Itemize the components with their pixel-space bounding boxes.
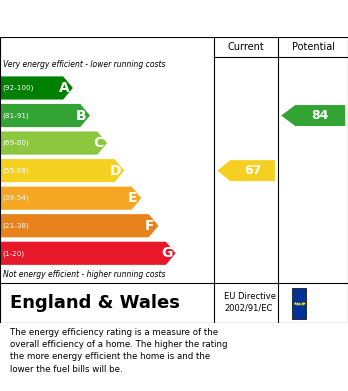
Text: 84: 84: [311, 109, 329, 122]
Text: Energy Efficiency Rating: Energy Efficiency Rating: [60, 9, 288, 27]
Text: (21-38): (21-38): [3, 222, 30, 229]
Polygon shape: [0, 242, 176, 265]
Text: Not energy efficient - higher running costs: Not energy efficient - higher running co…: [3, 270, 165, 279]
Text: (39-54): (39-54): [3, 195, 30, 201]
Text: England & Wales: England & Wales: [10, 294, 180, 312]
Text: C: C: [93, 136, 103, 150]
Polygon shape: [0, 104, 90, 127]
Polygon shape: [0, 131, 107, 155]
Text: (69-80): (69-80): [3, 140, 30, 146]
Text: A: A: [58, 81, 69, 95]
Text: D: D: [110, 164, 121, 178]
Text: E: E: [128, 191, 137, 205]
Polygon shape: [0, 214, 158, 237]
Text: Very energy efficient - lower running costs: Very energy efficient - lower running co…: [3, 60, 165, 69]
Text: The energy efficiency rating is a measure of the
overall efficiency of a home. T: The energy efficiency rating is a measur…: [10, 328, 228, 373]
Polygon shape: [218, 160, 275, 181]
Text: F: F: [145, 219, 154, 233]
Polygon shape: [0, 159, 124, 182]
Polygon shape: [0, 76, 73, 100]
Text: B: B: [76, 109, 86, 122]
Text: (55-68): (55-68): [3, 167, 30, 174]
Text: (92-100): (92-100): [3, 85, 34, 91]
Text: G: G: [161, 246, 172, 260]
Text: EU Directive
2002/91/EC: EU Directive 2002/91/EC: [224, 292, 276, 312]
Text: (1-20): (1-20): [3, 250, 25, 256]
Polygon shape: [281, 105, 345, 126]
Text: (81-91): (81-91): [3, 112, 30, 119]
Text: Potential: Potential: [292, 42, 335, 52]
Bar: [292, 288, 306, 319]
Polygon shape: [0, 187, 141, 210]
Text: Current: Current: [228, 42, 264, 52]
Text: 67: 67: [244, 164, 261, 177]
